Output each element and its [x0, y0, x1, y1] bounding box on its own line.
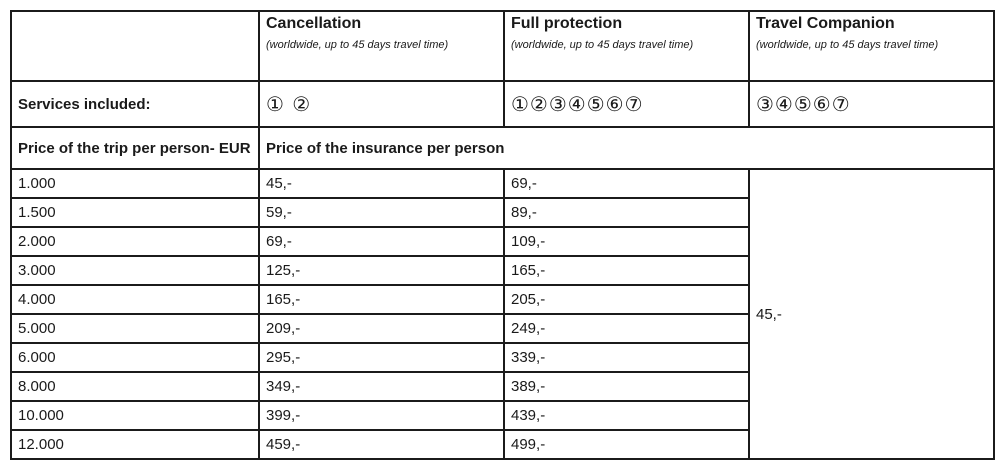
trip-price-cell: 3.000: [10, 255, 260, 286]
services-travel-companion-cell: ③④⑤⑥⑦: [748, 80, 995, 128]
col-header-travel-companion: Travel Companion (worldwide, up to 45 da…: [748, 10, 995, 82]
trip-price-cell: 12.000: [10, 429, 260, 460]
travel-companion-price-cell: 45,-: [748, 168, 995, 460]
circled-numbers-travel-companion: ③④⑤⑥⑦: [756, 92, 851, 116]
table-row: 4.000 165,- 205,-: [10, 284, 994, 315]
services-row: Services included: ① ② ①②③④⑤⑥⑦ ③④⑤⑥⑦: [10, 80, 995, 128]
circled-numbers-cancellation: ① ②: [266, 92, 312, 116]
full-protection-title: Full protection: [511, 15, 623, 32]
travel-companion-subtitle: (worldwide, up to 45 days travel time): [756, 39, 939, 52]
table-row: 1.000 45,- 69,- 45,-: [10, 168, 995, 460]
full-protection-price-cell: 205,-: [503, 284, 750, 315]
travel-companion-title: Travel Companion: [756, 15, 895, 32]
cancellation-price-cell: 399,-: [258, 400, 505, 431]
full-protection-subtitle: (worldwide, up to 45 days travel time): [511, 39, 694, 52]
full-protection-price-cell: 439,-: [503, 400, 750, 431]
table-row: 12.000 459,- 499,-: [10, 429, 994, 460]
cancellation-price-cell: 209,-: [258, 313, 505, 344]
cancellation-price-cell: 69,-: [258, 226, 505, 257]
full-protection-price-cell: 339,-: [503, 342, 750, 373]
cancellation-price-cell: 459,-: [258, 429, 505, 460]
trip-price-cell: 1.500: [10, 197, 260, 228]
cancellation-price-cell: 165,-: [258, 284, 505, 315]
col-header-full-protection: Full protection (worldwide, up to 45 day…: [503, 10, 750, 82]
trip-price-cell: 4.000: [10, 284, 260, 315]
header-row: Cancellation (worldwide, up to 45 days t…: [10, 10, 995, 82]
cancellation-price-cell: 59,-: [258, 197, 505, 228]
full-protection-price-cell: 109,-: [503, 226, 750, 257]
cancellation-price-cell: 45,-: [258, 168, 505, 199]
trip-price-cell: 2.000: [10, 226, 260, 257]
full-protection-price-cell: 69,-: [503, 168, 750, 199]
trip-price-cell: 5.000: [10, 313, 260, 344]
full-protection-price-cell: 389,-: [503, 371, 750, 402]
trip-price-cell: 6.000: [10, 342, 260, 373]
services-full-protection-cell: ①②③④⑤⑥⑦: [503, 80, 750, 128]
insurance-price-table: Cancellation (worldwide, up to 45 days t…: [10, 10, 995, 460]
cancellation-price-cell: 125,-: [258, 255, 505, 286]
price-header-row: Price of the trip per person- EUR Price …: [10, 126, 995, 170]
table-row: 10.000 399,- 439,-: [10, 400, 994, 431]
trip-price-header: Price of the trip per person- EUR: [10, 126, 260, 170]
cancellation-price-cell: 295,-: [258, 342, 505, 373]
circled-numbers-full-protection: ①②③④⑤⑥⑦: [511, 92, 644, 116]
full-protection-price-cell: 499,-: [503, 429, 750, 460]
cancellation-title: Cancellation: [266, 15, 362, 32]
full-protection-price-cell: 89,-: [503, 197, 750, 228]
insurance-price-header: Price of the insurance per person: [258, 126, 995, 170]
trip-price-cell: 10.000: [10, 400, 260, 431]
services-included-label: Services included:: [10, 80, 260, 128]
table-row: 2.000 69,- 109,-: [10, 226, 994, 257]
cancellation-subtitle: (worldwide, up to 45 days travel time): [266, 39, 449, 52]
trip-price-cell: 8.000: [10, 371, 260, 402]
table-row: 8.000 349,- 389,-: [10, 371, 994, 402]
services-cancellation-cell: ① ②: [258, 80, 505, 128]
trip-price-cell: 1.000: [10, 168, 260, 199]
table-row: 5.000 209,- 249,-: [10, 313, 994, 344]
full-protection-price-cell: 249,-: [503, 313, 750, 344]
cancellation-price-cell: 349,-: [258, 371, 505, 402]
full-protection-price-cell: 165,-: [503, 255, 750, 286]
empty-corner-cell: [10, 10, 260, 82]
col-header-cancellation: Cancellation (worldwide, up to 45 days t…: [258, 10, 505, 82]
table-row: 6.000 295,- 339,-: [10, 342, 994, 373]
table-row: 1.500 59,- 89,-: [10, 197, 994, 228]
table-row: 3.000 125,- 165,-: [10, 255, 994, 286]
